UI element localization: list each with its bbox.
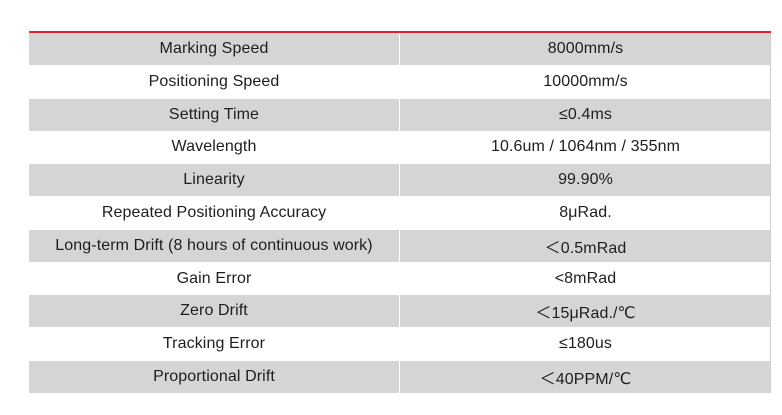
table-row: Tracking Error ≤180us xyxy=(29,328,771,361)
spec-table: Marking Speed 8000mm/s Positioning Speed… xyxy=(29,31,771,394)
value-cell: 8μRad. xyxy=(559,203,612,221)
parameter-cell: Linearity xyxy=(29,164,400,197)
value-cell: 8000mm/s xyxy=(400,33,771,65)
parameter-cell: Marking Speed xyxy=(29,33,400,65)
table-row: Long-term Drift (8 hours of continuous w… xyxy=(29,229,771,262)
value-cell: ＜15μRad./℃ xyxy=(400,295,771,328)
table-row: Wavelength 10.6um / 1064nm / 355nm xyxy=(29,131,771,164)
table-row: Gain Error <8mRad xyxy=(29,262,771,295)
table-right-border xyxy=(770,33,771,393)
value-cell: ＜40PPM/℃ xyxy=(400,360,771,393)
parameter-cell: Long-term Drift (8 hours of continuous w… xyxy=(29,229,400,262)
parameter-cell: Positioning Speed xyxy=(29,65,400,98)
table-row: Marking Speed 8000mm/s xyxy=(29,33,771,65)
parameter-cell: Zero Drift xyxy=(29,295,400,328)
table-row: Linearity 99.90% xyxy=(29,164,771,197)
table-row: Proportional Drift ＜40PPM/℃ xyxy=(29,360,771,393)
parameter-cell: Wavelength xyxy=(29,131,400,164)
table-row: Repeated Positioning Accuracy 8μRad. xyxy=(29,196,771,229)
parameter-cell: Proportional Drift xyxy=(29,360,400,393)
parameter-cell: Repeated Positioning Accuracy xyxy=(29,196,400,229)
parameter-cell: Tracking Error xyxy=(29,328,400,361)
table-row: Positioning Speed 10000mm/s xyxy=(29,65,771,98)
value-cell: 99.90% xyxy=(400,164,771,197)
table-row: Setting Time ≤0.4ms xyxy=(29,98,771,131)
value-cell: ≤0.4ms xyxy=(400,98,771,131)
value-cell: 10000mm/s xyxy=(543,72,628,90)
value-cell: ≤180us xyxy=(559,335,612,353)
value-cell: ＜0.5mRad xyxy=(400,229,771,262)
value-cell: <8mRad xyxy=(554,269,617,287)
parameter-cell: Setting Time xyxy=(29,98,400,131)
table-row: Zero Drift ＜15μRad./℃ xyxy=(29,295,771,328)
parameter-cell: Gain Error xyxy=(29,262,400,295)
value-cell: 10.6um / 1064nm / 355nm xyxy=(490,138,681,156)
